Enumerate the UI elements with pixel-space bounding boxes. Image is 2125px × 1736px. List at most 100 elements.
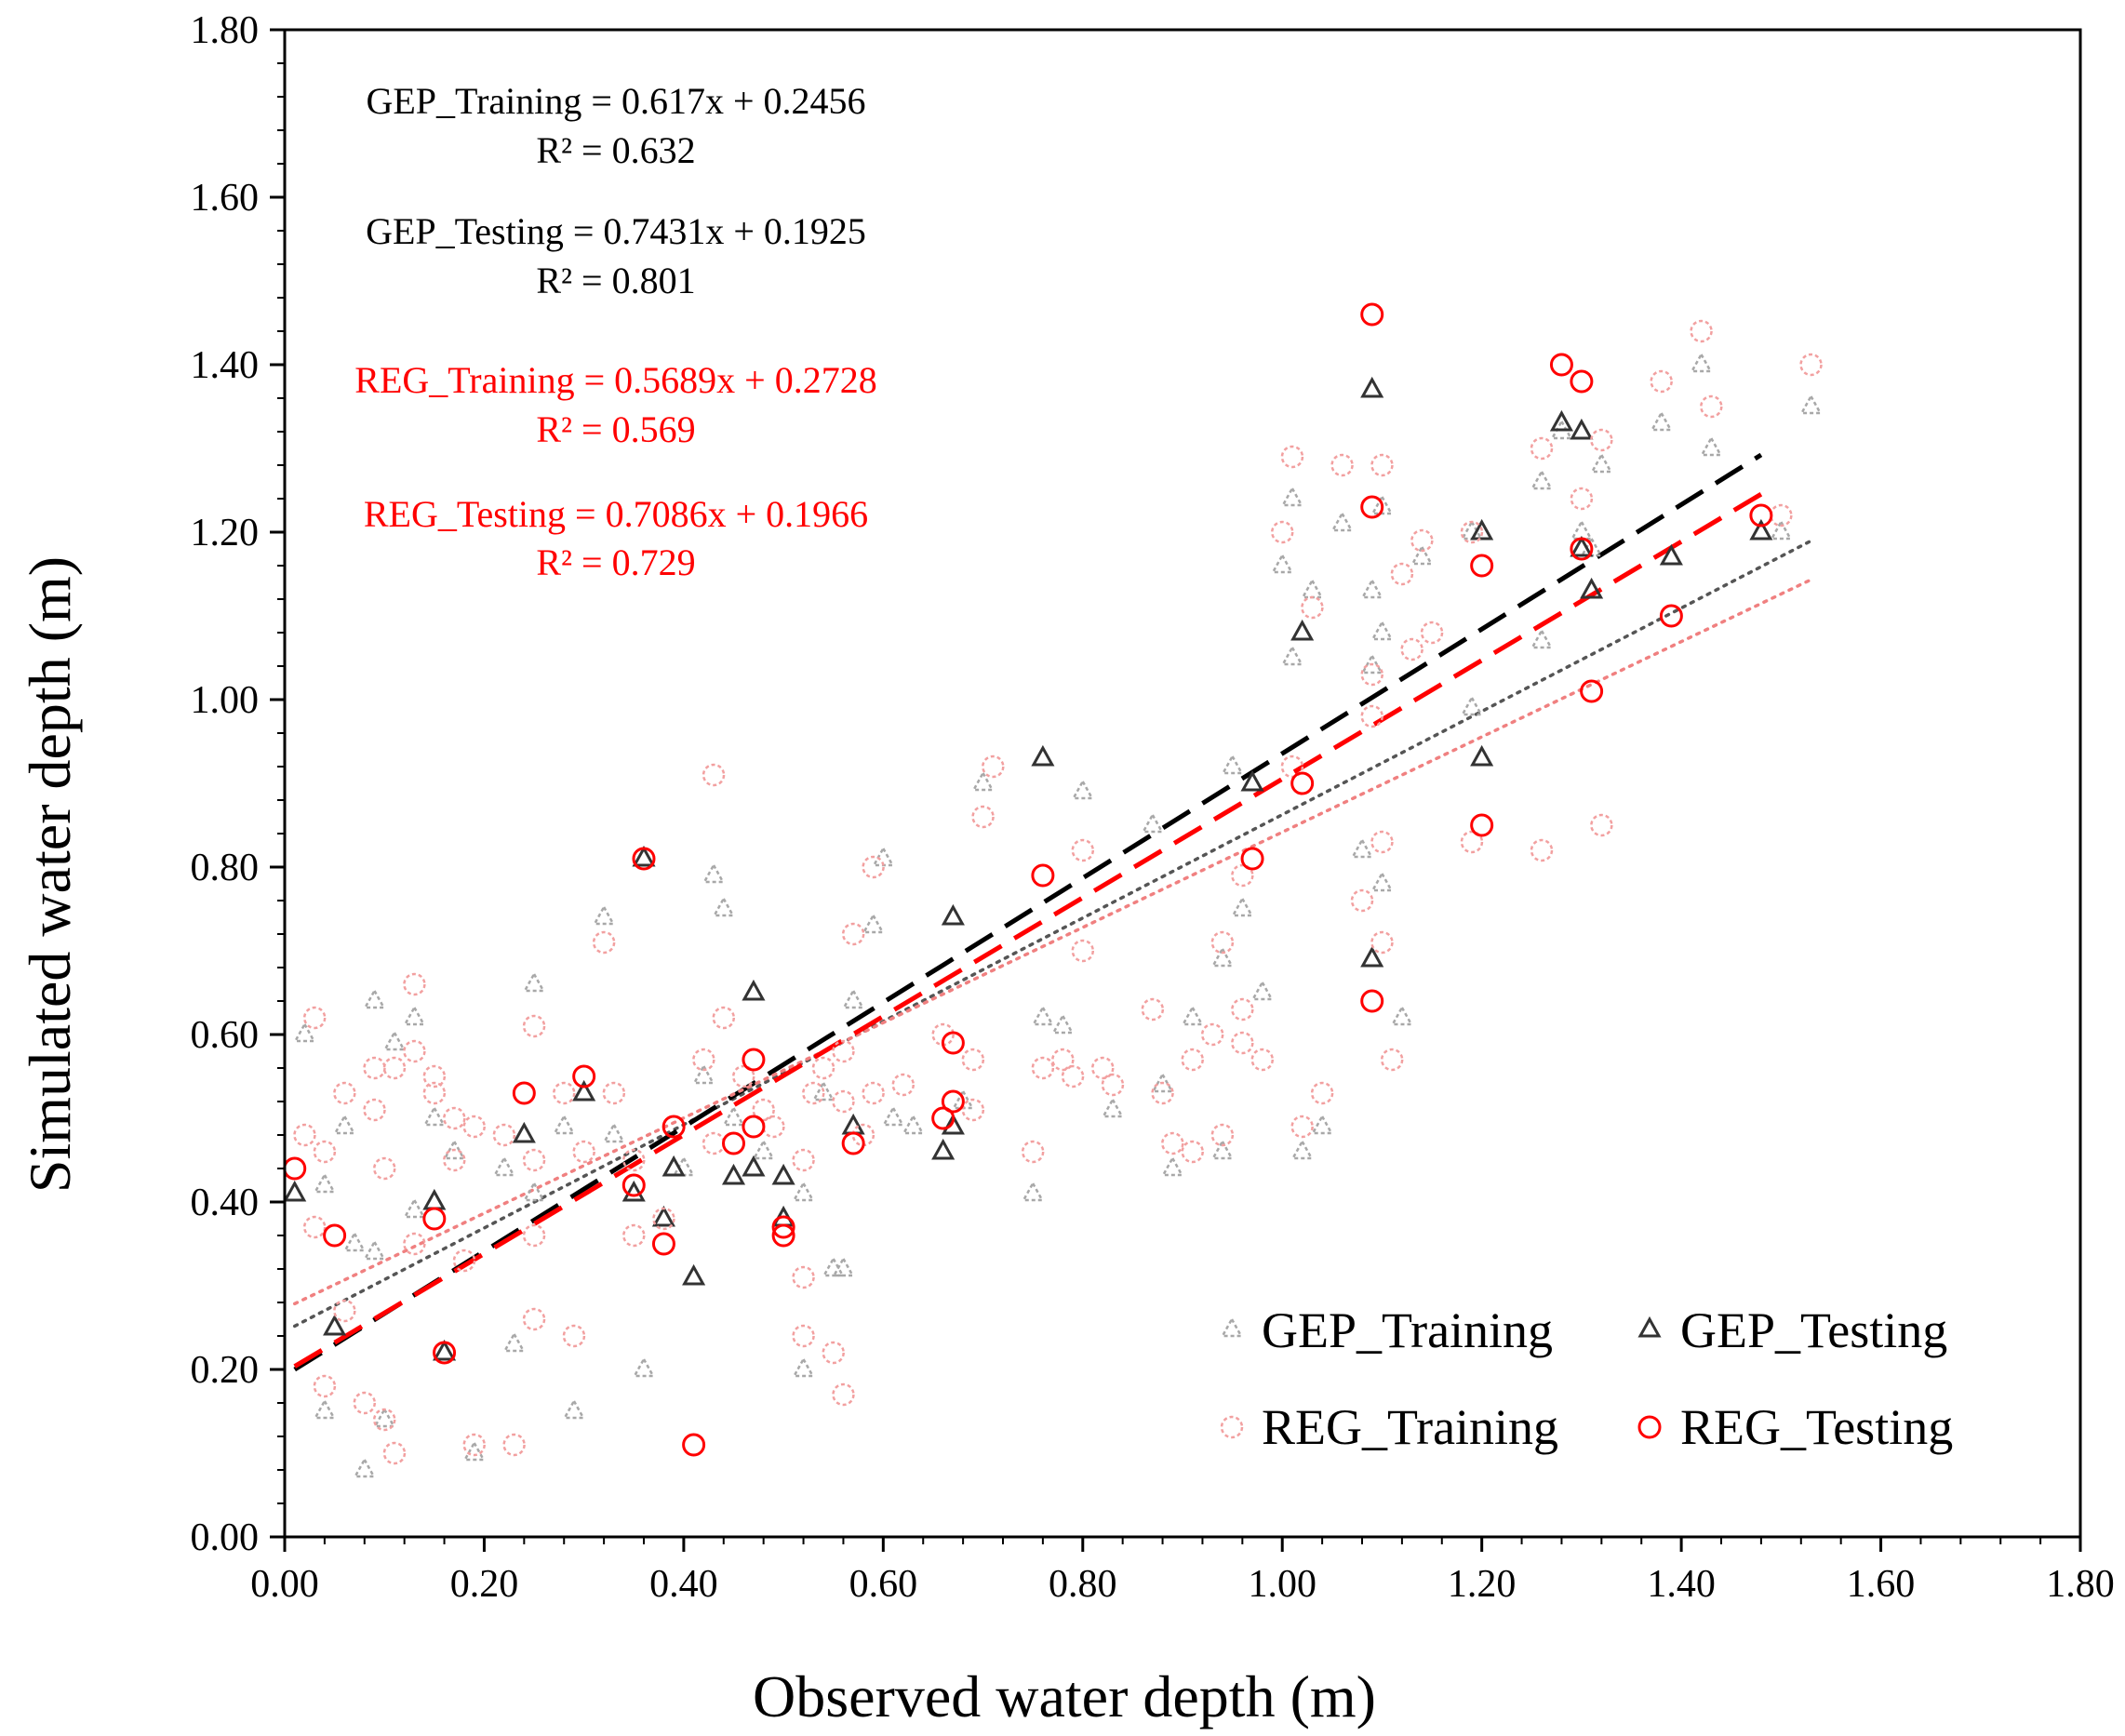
point-reg-testing [1749,503,1773,527]
x-axis-title: Observed water depth (m) [753,1663,1376,1729]
point-reg-training [822,1341,845,1365]
point-reg-training [313,1374,337,1398]
trendlines [292,452,1813,1372]
point-gep-testing [1470,744,1494,767]
x-tick-label: 0.60 [849,1563,918,1606]
point-reg-training [382,1056,407,1080]
point-reg-training [1061,1064,1085,1088]
point-reg-testing [1570,369,1594,394]
point-reg-training [422,1064,447,1088]
point-reg-testing [1360,302,1384,327]
axes: 0.00 0.20 0.40 0.60 0.80 1.00 1.20 1.40 1.60 1.80… [191,9,2115,1606]
point-gep-testing [1570,418,1594,440]
point-reg-training [1031,1056,1055,1080]
point-reg-training [1590,428,1613,452]
legend-reg-testing-label: REG_Testing [1680,1399,1953,1455]
point-gep-training [722,1105,745,1127]
point-gep-training [1221,754,1244,775]
point-reg-training [1400,637,1423,661]
point-reg-testing [771,1223,795,1248]
point-reg-training [762,1115,785,1139]
point-gep-training [1460,695,1484,716]
point-reg-testing [931,1106,956,1130]
point-reg-training [971,805,995,829]
point-reg-training [403,972,426,996]
point-reg-training [452,1249,476,1273]
point-gep-testing [572,1079,596,1102]
point-reg-training [1071,838,1095,862]
point-reg-testing [941,1031,965,1055]
point-reg-training [1141,997,1165,1022]
annotation-reg-testing-r2: R² = 0.729 [536,541,695,583]
point-reg-training [1280,445,1304,469]
point-reg-training [302,1006,327,1030]
point-reg-training [1231,863,1254,888]
point-reg-training [1590,813,1613,837]
point-reg-testing [1470,813,1494,837]
point-gep-training [422,1105,446,1127]
point-gep-training [1530,469,1554,490]
point-reg-training [982,754,1005,779]
point-reg-testing [841,1131,865,1155]
point-gep-testing [1659,543,1683,566]
point-reg-training [372,1408,396,1432]
point-reg-training [1231,997,1254,1022]
legend-gep-training-label: GEP_Training [1262,1302,1553,1358]
trendline-reg-training [292,578,1813,1306]
legend-gep-testing-label: GEP_Testing [1680,1302,1947,1358]
series-reg-training [293,319,1823,1465]
point-gep-training [1022,1181,1045,1202]
point-reg-training [792,1265,815,1289]
point-gep-training [1231,896,1254,917]
point-reg-training [1370,830,1394,854]
x-tick-label: 1.40 [1647,1563,1716,1606]
point-reg-training [462,1433,486,1457]
point-reg-training [841,922,865,946]
point-gep-testing [1031,744,1055,767]
point-gep-training [1650,410,1673,432]
point-gep-testing [651,1205,675,1227]
data-points [283,302,1823,1478]
trendline-gep-testing [293,452,1763,1372]
point-reg-training [502,1433,526,1457]
point-gep-training [902,1114,925,1135]
point-gep-training [1271,553,1294,574]
point-reg-training [1161,1131,1184,1155]
point-reg-training [1460,520,1484,544]
x-tick-label: 1.80 [2046,1563,2115,1606]
point-gep-training [462,1440,486,1462]
point-gep-training [1280,645,1304,666]
legend-reg-training-label: REG_Training [1262,1399,1558,1455]
point-gep-testing [721,1163,746,1185]
point-gep-testing [742,979,766,1001]
series-gep-training [293,352,1823,1478]
point-reg-training [1799,353,1823,377]
x-tick-label: 0.80 [1049,1563,1117,1606]
point-reg-testing [621,1173,646,1197]
point-gep-training [1280,486,1304,507]
point-reg-training [1231,1031,1254,1055]
point-gep-testing [433,1339,457,1361]
point-reg-training [1021,1140,1045,1164]
annotation-gep-testing-eq: GEP_Testing = 0.7431x + 0.1925 [366,210,866,252]
point-reg-testing [1240,847,1264,871]
point-reg-training [1570,487,1594,511]
point-gep-training [1310,1114,1334,1135]
point-gep-testing [941,903,965,926]
point-reg-testing [632,847,656,871]
legend-gep-training-marker [1220,1316,1244,1338]
point-gep-training [811,1080,835,1102]
point-reg-training [692,1048,715,1072]
annotation-gep-training-r2: R² = 0.632 [536,129,695,171]
point-reg-training [333,1299,356,1323]
point-gep-training [1210,1139,1235,1160]
point-reg-training [1380,1048,1404,1072]
point-gep-training [522,971,546,993]
point-reg-training [1330,453,1354,477]
point-reg-testing [742,1048,766,1072]
point-gep-training [403,1197,426,1219]
point-gep-training [562,1398,586,1420]
point-gep-training [1700,435,1723,457]
annotation-reg-testing-eq: REG_Testing = 0.7086x + 0.1966 [364,493,868,535]
